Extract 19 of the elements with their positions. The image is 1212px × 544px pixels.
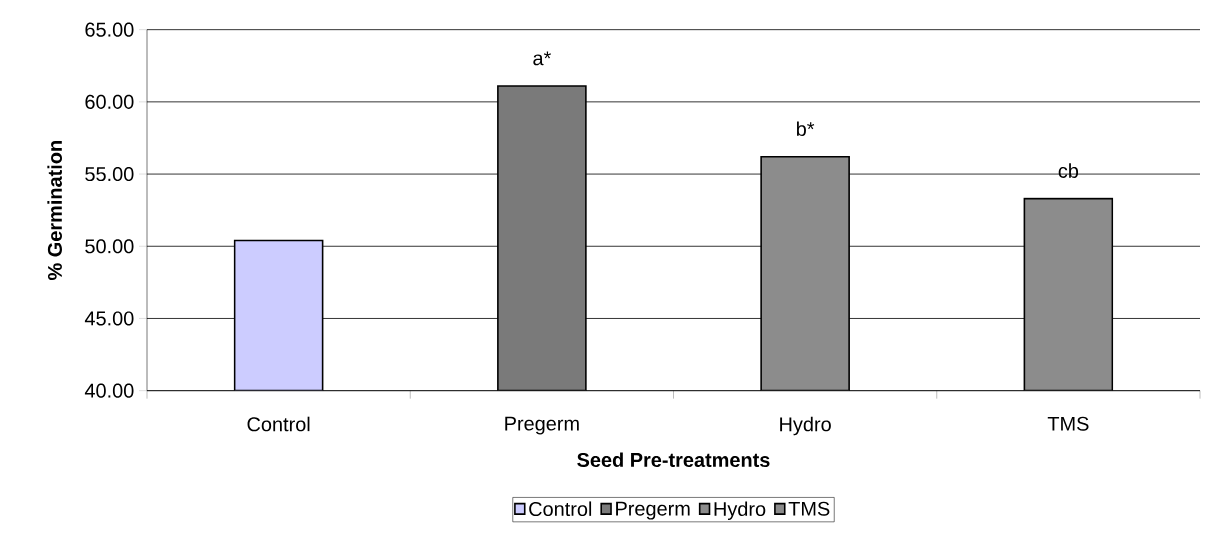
x-tick-label: Hydro (780, 416, 831, 436)
x-axis-title: Seed Pre-treatments (577, 452, 770, 468)
y-tick-label: 55.00 (85, 167, 134, 182)
annotation: b* (797, 121, 815, 137)
y-tick-label: 45.00 (84, 311, 134, 326)
legend-label: Control (529, 501, 592, 517)
y-tick-label: 65.00 (85, 22, 134, 37)
y-tick-label: 60.00 (85, 94, 134, 109)
x-tick-label: TMS (1047, 416, 1089, 431)
annotation: a* (533, 51, 551, 66)
x-tick-label: Pregerm (505, 416, 579, 435)
annotation: cb (1058, 163, 1079, 178)
y-tick-label: 50.00 (85, 239, 134, 254)
y-axis-title: % Germination (47, 141, 62, 280)
y-tick-label: 40.00 (84, 383, 134, 398)
legend-label: TMS (788, 501, 830, 516)
legend-label: Pregerm (616, 501, 690, 520)
x-tick-label: Control (247, 416, 310, 432)
legend-label: Hydro (714, 501, 766, 520)
